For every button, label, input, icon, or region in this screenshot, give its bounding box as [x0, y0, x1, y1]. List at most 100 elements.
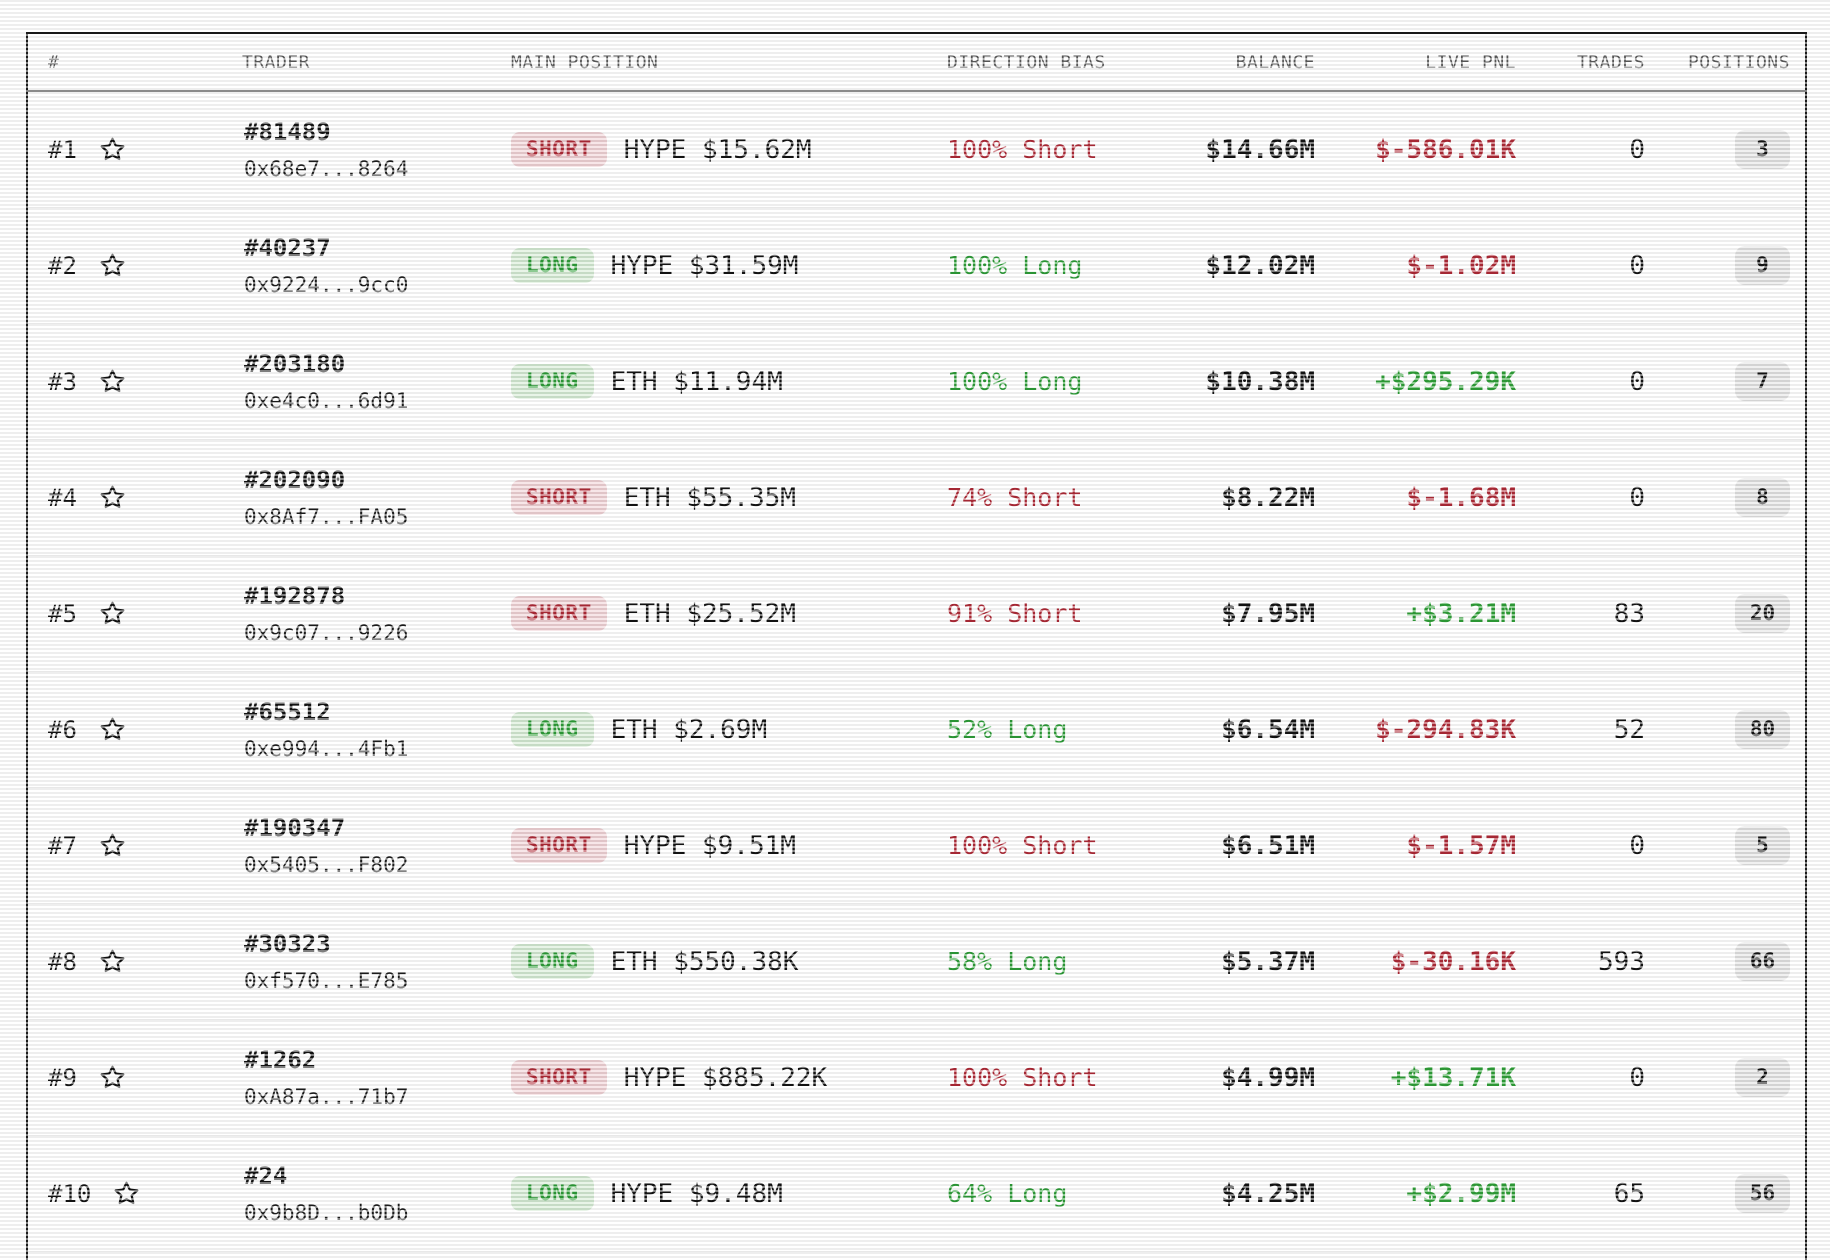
table-row[interactable]: #6 #65512 0xe994...4Fb1 LONG ETH $2.69M … [28, 672, 1805, 788]
favorite-star-icon[interactable] [99, 832, 126, 859]
trader-cell: #190347 0x5405...F802 [224, 814, 498, 877]
table-row[interactable]: #1 #81489 0x68e7...8264 SHORT HYPE $15.6… [28, 92, 1805, 208]
trader-address[interactable]: 0x9b8D...b0Db [244, 1201, 409, 1225]
favorite-star-icon[interactable] [99, 600, 126, 627]
table-row[interactable]: #10 #24 0x9b8D...b0Db LONG HYPE $9.48M 6… [28, 1136, 1805, 1252]
live-pnl-value: $-1.02M [1406, 250, 1516, 281]
main-position-value: ETH $25.52M [623, 598, 796, 629]
rank-cell: #2 [28, 252, 224, 280]
favorite-star-icon[interactable] [99, 136, 126, 163]
favorite-star-icon[interactable] [99, 368, 126, 395]
trader-id: #81489 [244, 118, 331, 146]
favorite-star-icon[interactable] [99, 948, 126, 975]
positions-count-pill: 9 [1735, 245, 1790, 286]
positions-cell: 8 [1645, 477, 1790, 518]
rank-cell: #3 [28, 368, 224, 396]
favorite-star-icon[interactable] [113, 1180, 140, 1207]
balance-value: $7.95M [1221, 598, 1315, 629]
trades-value: 0 [1629, 134, 1645, 165]
balance-value: $5.37M [1221, 946, 1315, 977]
side-badge: LONG [511, 712, 594, 747]
positions-cell: 7 [1645, 361, 1790, 402]
main-position-cell: LONG ETH $11.94M [498, 364, 928, 399]
trader-address[interactable]: 0xe994...4Fb1 [244, 737, 409, 761]
positions-cell: 5 [1645, 825, 1790, 866]
trades-value: 0 [1629, 366, 1645, 397]
positions-cell: 2 [1645, 1057, 1790, 1098]
rank-cell: #5 [28, 600, 224, 628]
favorite-star-icon[interactable] [99, 484, 126, 511]
rank-label: #10 [48, 1179, 92, 1208]
favorite-star-icon[interactable] [99, 1064, 126, 1091]
trader-address[interactable]: 0xe4c0...6d91 [244, 389, 409, 413]
rank-label: #9 [48, 1063, 77, 1092]
main-position-value: ETH $55.35M [623, 482, 796, 513]
table-header-row: # TRADER MAIN POSITION DIRECTION BIAS BA… [28, 34, 1805, 92]
table-row[interactable]: #4 #202090 0x8Af7...FA05 SHORT ETH $55.3… [28, 440, 1805, 556]
rank-label: #1 [48, 135, 77, 164]
live-pnl-value: $-586.01K [1375, 134, 1516, 165]
trades-value: 83 [1613, 598, 1645, 629]
rank-label: #6 [48, 715, 77, 744]
trader-id: #202090 [244, 466, 346, 494]
trader-address[interactable]: 0x9c07...9226 [244, 621, 409, 645]
trader-address[interactable]: 0x9224...9cc0 [244, 273, 409, 297]
side-badge: SHORT [511, 1060, 607, 1095]
table-row[interactable]: #8 #30323 0xf570...E785 LONG ETH $550.38… [28, 904, 1805, 1020]
positions-cell: 56 [1645, 1173, 1790, 1214]
balance-value: $8.22M [1221, 482, 1315, 513]
trader-id: #1262 [244, 1046, 317, 1074]
rank-label: #7 [48, 831, 77, 860]
main-position-cell: LONG ETH $2.69M [498, 712, 928, 747]
balance-value: $4.99M [1221, 1062, 1315, 1093]
main-position-cell: LONG ETH $550.38K [498, 944, 928, 979]
trader-address[interactable]: 0xf570...E785 [244, 969, 409, 993]
direction-bias-value: 52% Long [947, 715, 1068, 744]
header-direction-bias: DIRECTION BIAS [947, 51, 1106, 73]
rank-label: #4 [48, 483, 77, 512]
balance-value: $12.02M [1205, 250, 1315, 281]
trader-address[interactable]: 0xA87a...71b7 [244, 1085, 409, 1109]
trader-cell: #1262 0xA87a...71b7 [224, 1046, 498, 1109]
table-row[interactable]: #9 #1262 0xA87a...71b7 SHORT HYPE $885.2… [28, 1020, 1805, 1136]
table-row[interactable]: #7 #190347 0x5405...F802 SHORT HYPE $9.5… [28, 788, 1805, 904]
main-position-cell: SHORT HYPE $15.62M [498, 132, 928, 167]
side-badge: SHORT [511, 132, 607, 167]
live-pnl-value: $-294.83K [1375, 714, 1516, 745]
positions-cell: 9 [1645, 245, 1790, 286]
table-row[interactable]: #2 #40237 0x9224...9cc0 LONG HYPE $31.59… [28, 208, 1805, 324]
main-position-cell: SHORT HYPE $885.22K [498, 1060, 928, 1095]
trader-id: #40237 [244, 234, 331, 262]
trader-id: #203180 [244, 350, 346, 378]
direction-bias-value: 91% Short [947, 599, 1083, 628]
trader-cell: #24 0x9b8D...b0Db [224, 1162, 498, 1225]
favorite-star-icon[interactable] [99, 252, 126, 279]
direction-bias-value: 100% Short [947, 1063, 1098, 1092]
live-pnl-value: +$13.71K [1390, 1062, 1516, 1093]
rank-cell: #8 [28, 948, 224, 976]
rank-cell: #10 [28, 1180, 224, 1208]
trader-cell: #202090 0x8Af7...FA05 [224, 466, 498, 529]
direction-bias-value: 100% Short [947, 831, 1098, 860]
balance-value: $4.25M [1221, 1178, 1315, 1209]
trader-address[interactable]: 0x68e7...8264 [244, 157, 409, 181]
header-main-position: MAIN POSITION [511, 51, 659, 73]
table-row[interactable]: #3 #203180 0xe4c0...6d91 LONG ETH $11.94… [28, 324, 1805, 440]
live-pnl-value: $-30.16K [1390, 946, 1516, 977]
side-badge: SHORT [511, 596, 607, 631]
trader-cell: #81489 0x68e7...8264 [224, 118, 498, 181]
direction-bias-value: 100% Long [947, 367, 1083, 396]
trader-cell: #203180 0xe4c0...6d91 [224, 350, 498, 413]
header-rank: # [48, 51, 60, 73]
header-trades: TRADES [1576, 51, 1645, 73]
direction-bias-value: 100% Short [947, 135, 1098, 164]
trades-value: 0 [1629, 250, 1645, 281]
trader-address[interactable]: 0x5405...F802 [244, 853, 409, 877]
trades-value: 52 [1613, 714, 1645, 745]
live-pnl-value: +$3.21M [1406, 598, 1516, 629]
live-pnl-value: +$295.29K [1375, 366, 1516, 397]
favorite-star-icon[interactable] [99, 716, 126, 743]
direction-bias-value: 74% Short [947, 483, 1083, 512]
table-row[interactable]: #5 #192878 0x9c07...9226 SHORT ETH $25.5… [28, 556, 1805, 672]
trader-address[interactable]: 0x8Af7...FA05 [244, 505, 409, 529]
